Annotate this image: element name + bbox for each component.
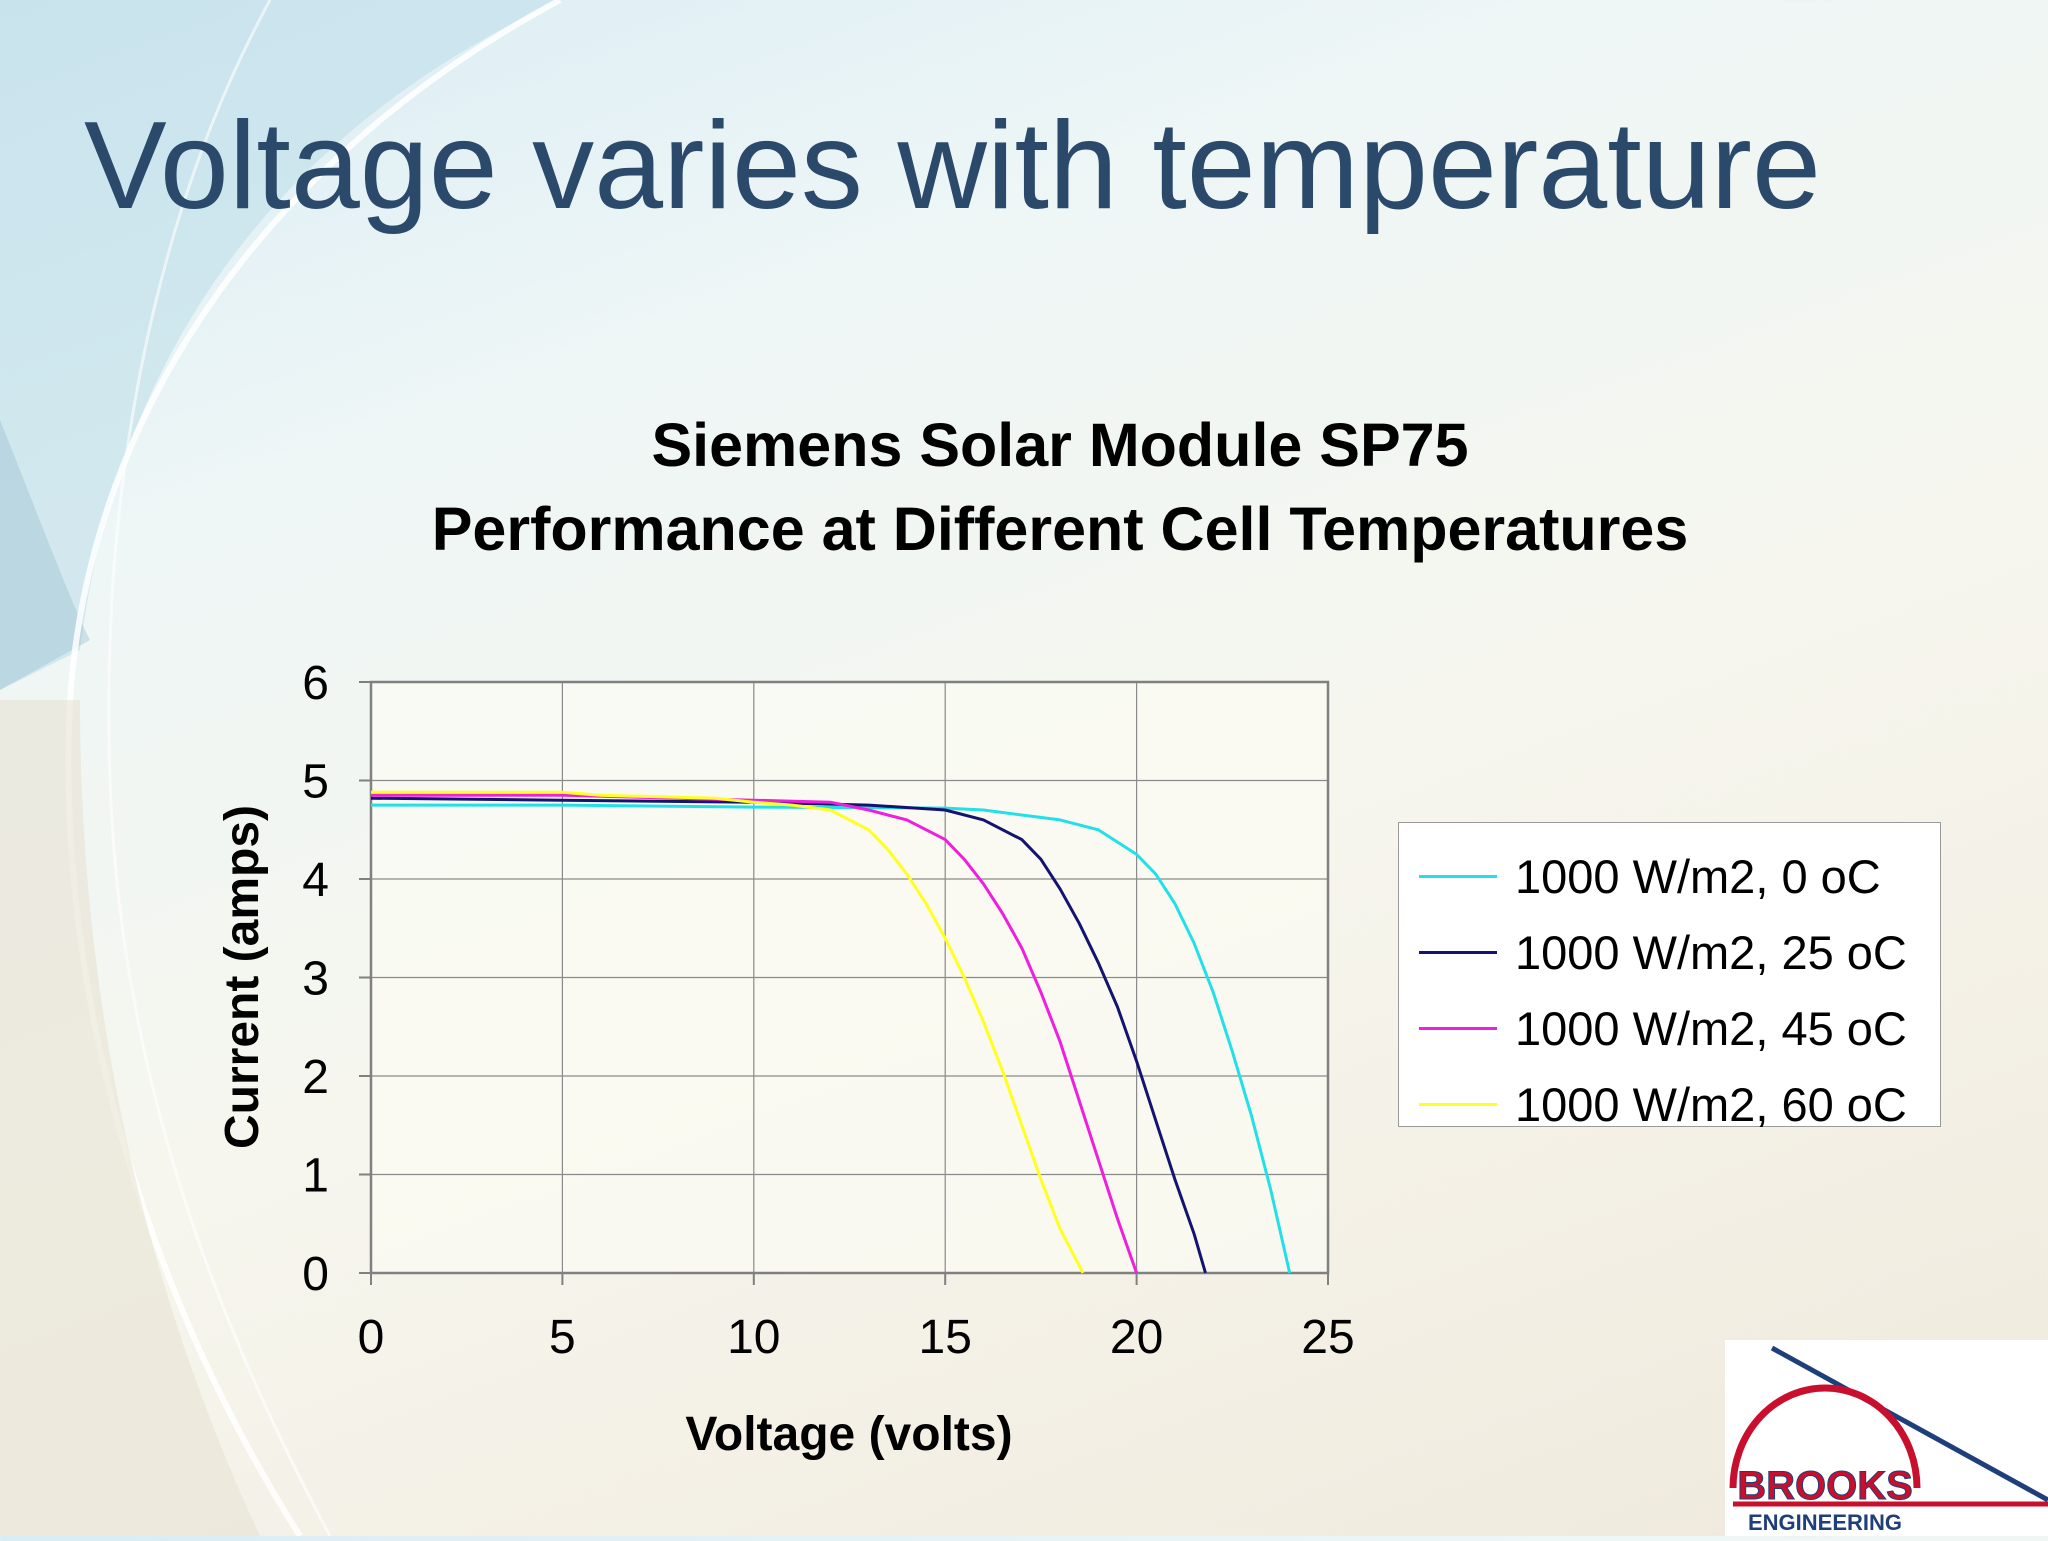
x-tick-label: 5 bbox=[549, 1311, 576, 1364]
legend-label: 1000 W/m2, 60 oC bbox=[1515, 1077, 1907, 1131]
legend-swatch bbox=[1419, 950, 1497, 954]
series-line-3 bbox=[371, 790, 1085, 1274]
x-tick-label: 25 bbox=[1301, 1311, 1354, 1364]
x-axis-label: Voltage (volts) bbox=[685, 1408, 1012, 1461]
series-line-1 bbox=[370, 796, 1207, 1274]
legend-item-25c: 1000 W/m2, 25 oC bbox=[1399, 914, 1940, 990]
x-tick-label: 10 bbox=[727, 1311, 780, 1364]
series-lines bbox=[370, 790, 1292, 1274]
legend-label: 1000 W/m2, 0 oC bbox=[1515, 849, 1881, 903]
legend-label: 1000 W/m2, 25 oC bbox=[1515, 925, 1907, 979]
plot-border bbox=[369, 680, 1330, 1275]
logo-graphic: BROOKS ENGINEERING bbox=[1729, 1345, 2048, 1535]
legend-item-60c: 1000 W/m2, 60 oC bbox=[1399, 1066, 1940, 1142]
legend-swatch bbox=[1419, 1102, 1497, 1106]
slide-title: Voltage varies with temperature bbox=[84, 97, 1821, 235]
y-tick-label: 5 bbox=[302, 756, 329, 809]
y-tick-label: 4 bbox=[302, 854, 329, 907]
y-tick-label: 2 bbox=[302, 1051, 329, 1104]
x-tick-label: 0 bbox=[358, 1311, 385, 1364]
brooks-engineering-logo: BROOKS ENGINEERING bbox=[1725, 1340, 2048, 1536]
chart-subtitle: Performance at Different Cell Temperatur… bbox=[431, 495, 1689, 563]
logo-diagonal-line bbox=[1770, 1345, 2048, 1503]
legend-item-45c: 1000 W/m2, 45 oC bbox=[1399, 990, 1940, 1066]
series-line-0 bbox=[371, 803, 1292, 1274]
logo-arch bbox=[1729, 1384, 1921, 1489]
logo-subtitle-text: ENGINEERING bbox=[1748, 1510, 1902, 1535]
chart-legend: 1000 W/m2, 0 oC 1000 W/m2, 25 oC 1000 W/… bbox=[1398, 822, 1941, 1131]
y-axis-label: Current (amps) bbox=[216, 805, 269, 1149]
legend-swatch bbox=[1419, 874, 1497, 878]
y-tick-label: 3 bbox=[302, 953, 329, 1006]
logo-brand-text: BROOKS bbox=[1737, 1464, 1913, 1508]
legend-swatch bbox=[1419, 1026, 1497, 1030]
y-tick-label: 0 bbox=[302, 1248, 329, 1301]
chart-title: Siemens Solar Module SP75 bbox=[651, 411, 1469, 479]
legend-item-0c: 1000 W/m2, 0 oC bbox=[1399, 838, 1940, 914]
y-tick-labels: 0 1 2 3 4 5 6 bbox=[302, 657, 329, 1301]
x-tick-label: 20 bbox=[1110, 1311, 1163, 1364]
x-tick-label: 15 bbox=[919, 1311, 972, 1364]
x-tick-labels: 0 5 10 15 20 25 bbox=[358, 1311, 1355, 1364]
y-tick-label: 1 bbox=[302, 1150, 329, 1203]
legend-label: 1000 W/m2, 45 oC bbox=[1515, 1001, 1907, 1055]
y-tick-label: 6 bbox=[302, 657, 329, 710]
series-line-2 bbox=[371, 793, 1139, 1274]
